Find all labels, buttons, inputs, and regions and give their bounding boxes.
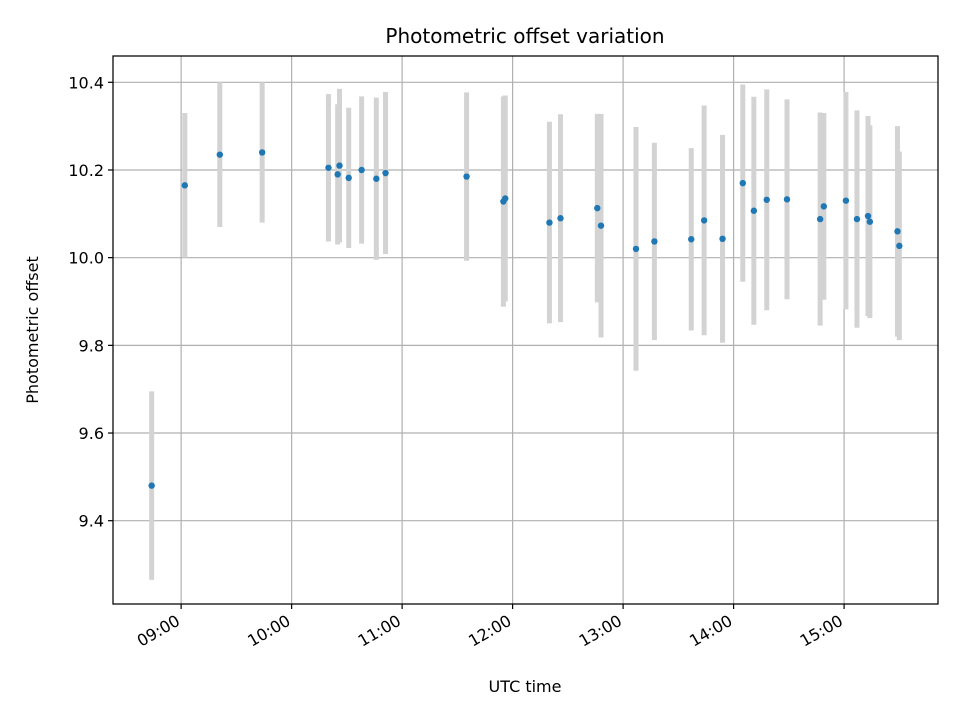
data-point [345,174,352,182]
data-point [382,169,389,177]
data-point [148,482,155,489]
data-point [688,236,695,243]
data-point [258,149,266,156]
y-tick-label: 9.8 [79,336,104,355]
data-point [896,242,903,250]
data-point [866,218,874,225]
y-tick-label: 9.4 [79,512,104,531]
data-point [853,215,861,223]
y-tick-label: 10.2 [68,161,104,180]
data-point [739,179,746,187]
data-point [463,173,470,180]
data-point [820,203,828,210]
data-point [719,235,726,243]
data-point [700,217,708,224]
y-tick-label: 10.4 [68,73,104,92]
data-point [864,212,872,220]
data-point [816,215,824,223]
data-point [181,182,189,189]
data-point [597,222,605,229]
data-point [783,196,791,203]
data-point [894,228,901,235]
data-point [750,207,758,214]
y-axis-ticks: 9.4 9.6 9.8 10.0 10.2 10.4 [68,73,113,531]
data-point [842,197,850,204]
chart-title: Photometric offset variation [385,24,664,48]
x-axis-label: UTC time [489,677,562,696]
data-point [651,238,658,245]
data-point [763,196,770,203]
plot-frame [112,55,939,605]
data-point [502,195,509,202]
y-axis-label: Photometric offset [23,256,42,404]
y-tick-label: 10.0 [68,249,104,268]
data-point [546,219,553,226]
data-point [373,175,380,182]
data-point [557,215,564,222]
data-point [334,171,341,178]
grid [113,56,938,604]
data-point [325,164,332,171]
y-tick-label: 9.6 [79,424,104,443]
data-point [632,245,640,253]
data-point [216,151,224,158]
data-points [148,149,903,489]
data-point [358,166,365,174]
data-point [336,162,343,169]
data-point [594,204,601,212]
